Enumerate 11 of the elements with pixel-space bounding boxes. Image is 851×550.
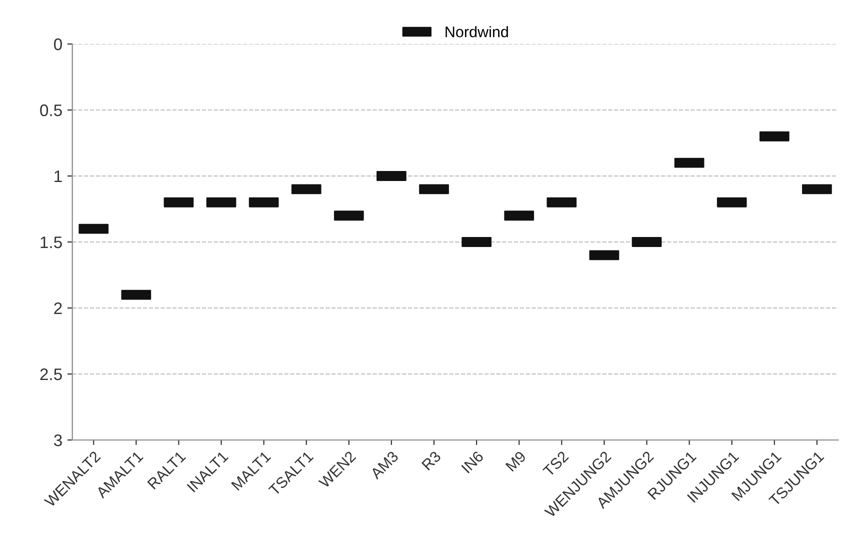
legend-label: Nordwind [446,26,508,38]
y-tick-label: 1.5 [40,236,62,248]
x-tick-label: IN6 [461,450,484,474]
y-tick-label: 3 [54,434,62,446]
y-tick-label: 0.5 [40,104,62,116]
y-tick-label: 2.5 [40,368,62,380]
y-tick-label: 1 [54,170,62,182]
x-tick-label: M9 [505,450,527,472]
y-tick-label: 2 [54,302,62,314]
y-tick-label: 0 [54,38,62,50]
x-tick-label: R3 [421,450,442,471]
